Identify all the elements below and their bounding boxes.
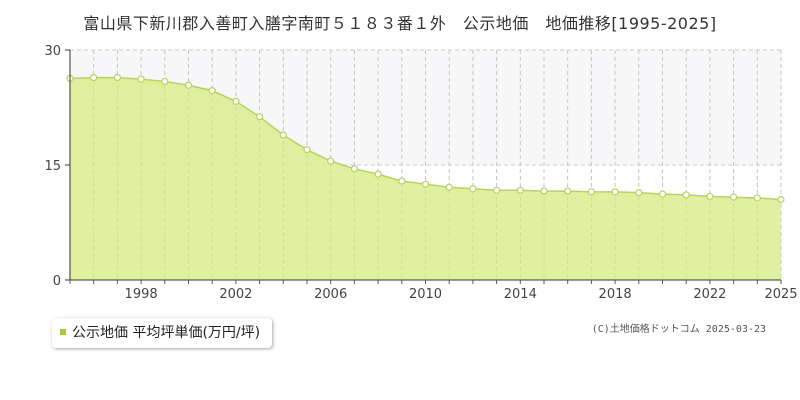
y-tick-label: 30 xyxy=(44,44,61,59)
data-point xyxy=(611,188,619,196)
y-tick-label: 15 xyxy=(44,159,61,174)
x-tick-label: 1998 xyxy=(125,287,158,302)
legend-swatch xyxy=(60,329,66,335)
data-point xyxy=(682,191,690,199)
data-point xyxy=(137,75,145,83)
x-tick-label: 2025 xyxy=(764,287,797,302)
data-point xyxy=(421,180,430,188)
data-point xyxy=(658,190,667,198)
data-point xyxy=(706,192,714,201)
data-point xyxy=(777,195,785,204)
data-point xyxy=(398,177,406,185)
x-tick-label: 2010 xyxy=(409,287,442,302)
data-point xyxy=(350,165,358,173)
data-point xyxy=(564,187,572,195)
legend-label: 公示地価 平均坪単価(万円/坪) xyxy=(72,325,261,341)
x-tick-label: 2006 xyxy=(314,287,347,302)
data-point xyxy=(493,186,501,194)
data-point xyxy=(232,97,240,105)
legend: 公示地価 平均坪単価(万円/坪) xyxy=(52,318,273,348)
x-tick-label: 2014 xyxy=(504,287,537,302)
data-point xyxy=(303,146,311,154)
series-area xyxy=(70,77,781,280)
data-point xyxy=(587,188,596,196)
data-point xyxy=(540,187,548,195)
source-credit: (C)土地価格ドットコム 2025-03-23 xyxy=(591,324,766,335)
x-tick-label: 2022 xyxy=(693,287,726,302)
data-point xyxy=(327,157,335,165)
data-point xyxy=(374,170,382,178)
data-point xyxy=(208,87,216,95)
data-point xyxy=(90,73,98,82)
data-point xyxy=(469,185,477,193)
x-tick-label: 2002 xyxy=(219,287,252,302)
x-tick-label: 2018 xyxy=(599,287,632,302)
data-point xyxy=(753,194,761,202)
y-tick-label: 0 xyxy=(53,274,61,289)
data-point xyxy=(445,183,453,191)
data-point xyxy=(256,113,264,121)
data-point xyxy=(184,81,193,89)
data-point xyxy=(113,73,122,82)
data-point xyxy=(516,186,524,194)
data-point xyxy=(161,77,169,86)
data-point xyxy=(279,131,287,139)
data-point xyxy=(729,193,738,201)
chart-title: 富山県下新川郡入善町入膳字南町５１８３番１外 公示地価 地価推移[1995-20… xyxy=(83,14,717,33)
data-point xyxy=(635,189,643,197)
